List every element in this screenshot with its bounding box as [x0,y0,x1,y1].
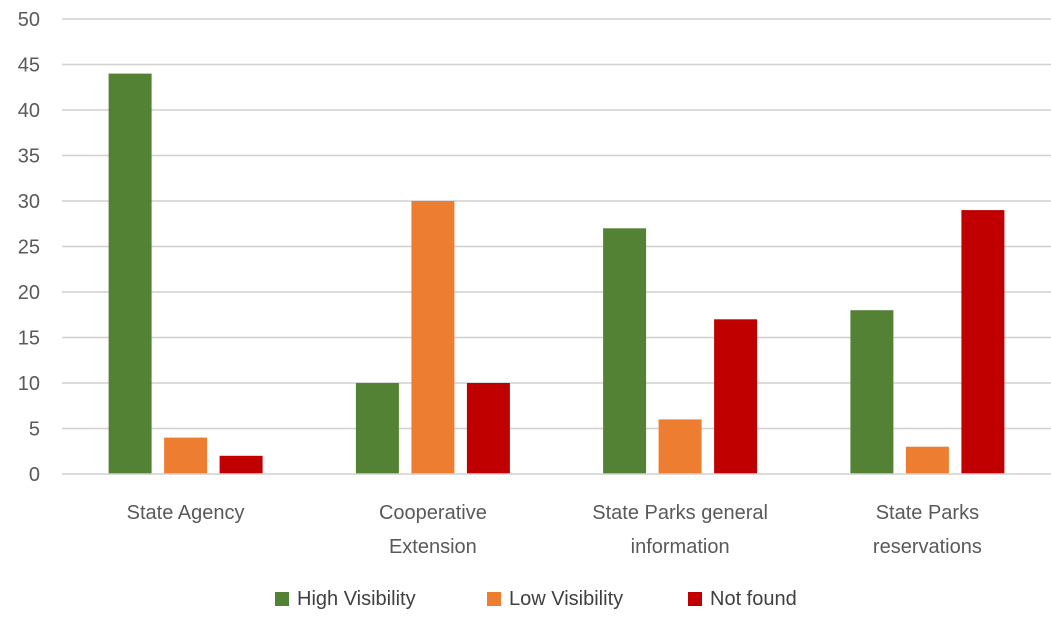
bar-low-visibility-2 [658,419,702,474]
y-tick-label: 20 [18,282,40,304]
x-category-label: information [631,536,730,558]
bar-not-found-0 [219,455,263,474]
bar-low-visibility-1 [411,201,455,474]
y-tick-label: 5 [29,419,40,441]
legend-label: Not found [710,588,797,610]
y-tick-label: 30 [18,191,40,213]
bar-high-visibility-3 [850,310,894,474]
x-category-label: State Agency [127,502,245,524]
bar-not-found-1 [466,383,510,474]
bar-low-visibility-3 [905,446,949,474]
x-category-label: reservations [873,536,982,558]
legend-swatch [688,592,702,606]
legend-swatch [275,592,289,606]
legend: High Visibility Low Visibility Not found [275,588,797,610]
gridlines [62,18,1051,430]
y-tick-label: 0 [29,464,40,486]
x-category-label: State Parks [876,502,979,524]
y-tick-label: 10 [18,373,40,395]
y-tick-label: 25 [18,237,40,259]
bar-high-visibility-1 [355,383,399,474]
x-category-label: State Parks general [592,502,768,524]
bar-not-found-2 [714,319,758,474]
bar-not-found-3 [961,210,1005,474]
bar-high-visibility-0 [108,73,152,474]
x-category-label: Cooperative [379,502,487,524]
y-axis-tick-labels: 0 5 10 15 20 25 30 35 40 45 50 [18,9,40,486]
x-category-label: Extension [389,536,477,558]
legend-swatch [487,592,501,606]
bar-high-visibility-2 [603,228,647,474]
y-tick-label: 40 [18,100,40,122]
bar-low-visibility-0 [164,437,208,474]
y-tick-label: 15 [18,328,40,350]
bars [108,73,1005,474]
y-tick-label: 45 [18,55,40,77]
x-axis-category-labels: State Agency Cooperative Extension State Pa… [127,502,982,558]
y-tick-label: 50 [18,9,40,31]
legend-label: Low Visibility [509,588,623,610]
legend-label: High Visibility [297,588,416,610]
y-tick-label: 35 [18,146,40,168]
